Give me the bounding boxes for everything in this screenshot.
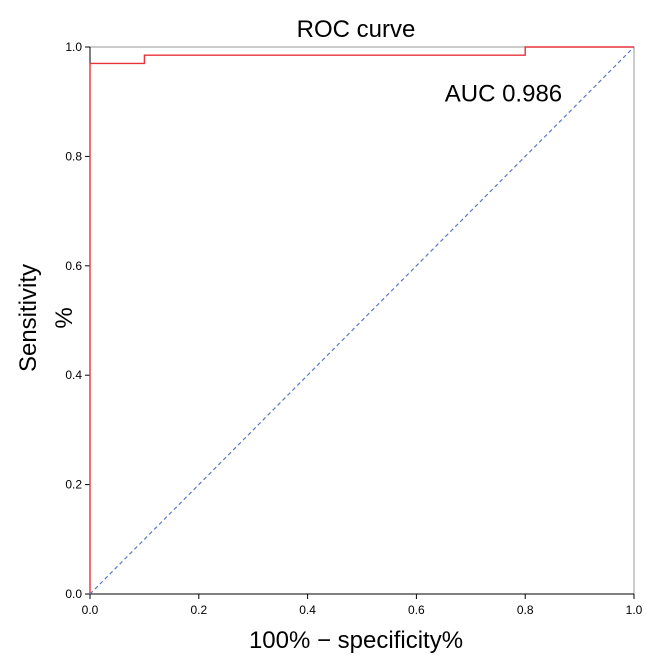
x-tick-label: 1.0	[626, 603, 643, 617]
y-ticks: 0.0 0.2 0.4 0.6 0.8 1.0	[65, 40, 90, 601]
chart-title: ROC curve	[297, 16, 416, 43]
x-tick-label: 0.4	[299, 603, 316, 617]
y-tick-label: 0.8	[65, 149, 82, 163]
y-tick-label: 0.2	[65, 478, 82, 492]
reference-diagonal-line	[89, 46, 635, 595]
y-axis-label-line1: Sensitivity	[15, 264, 42, 372]
x-tick-label: 0.0	[82, 603, 99, 617]
x-tick-label: 0.2	[190, 603, 207, 617]
annotations: AUC 0.986	[445, 81, 562, 108]
x-axis-label: 100% − specificity%	[249, 627, 463, 654]
y-tick-label: 0.6	[65, 259, 82, 273]
x-ticks: 0.0 0.2 0.4 0.6 0.8 1.0	[82, 594, 643, 617]
y-axis-label-line2: %	[51, 307, 78, 328]
y-tick-label: 0.0	[65, 587, 82, 601]
auc-annotation: AUC 0.986	[445, 81, 562, 108]
series-layer	[89, 46, 635, 595]
y-tick-label: 1.0	[65, 40, 82, 54]
x-tick-label: 0.8	[517, 603, 534, 617]
x-tick-label: 0.6	[408, 603, 425, 617]
y-tick-label: 0.4	[65, 368, 82, 382]
roc-curve-line	[89, 46, 634, 594]
